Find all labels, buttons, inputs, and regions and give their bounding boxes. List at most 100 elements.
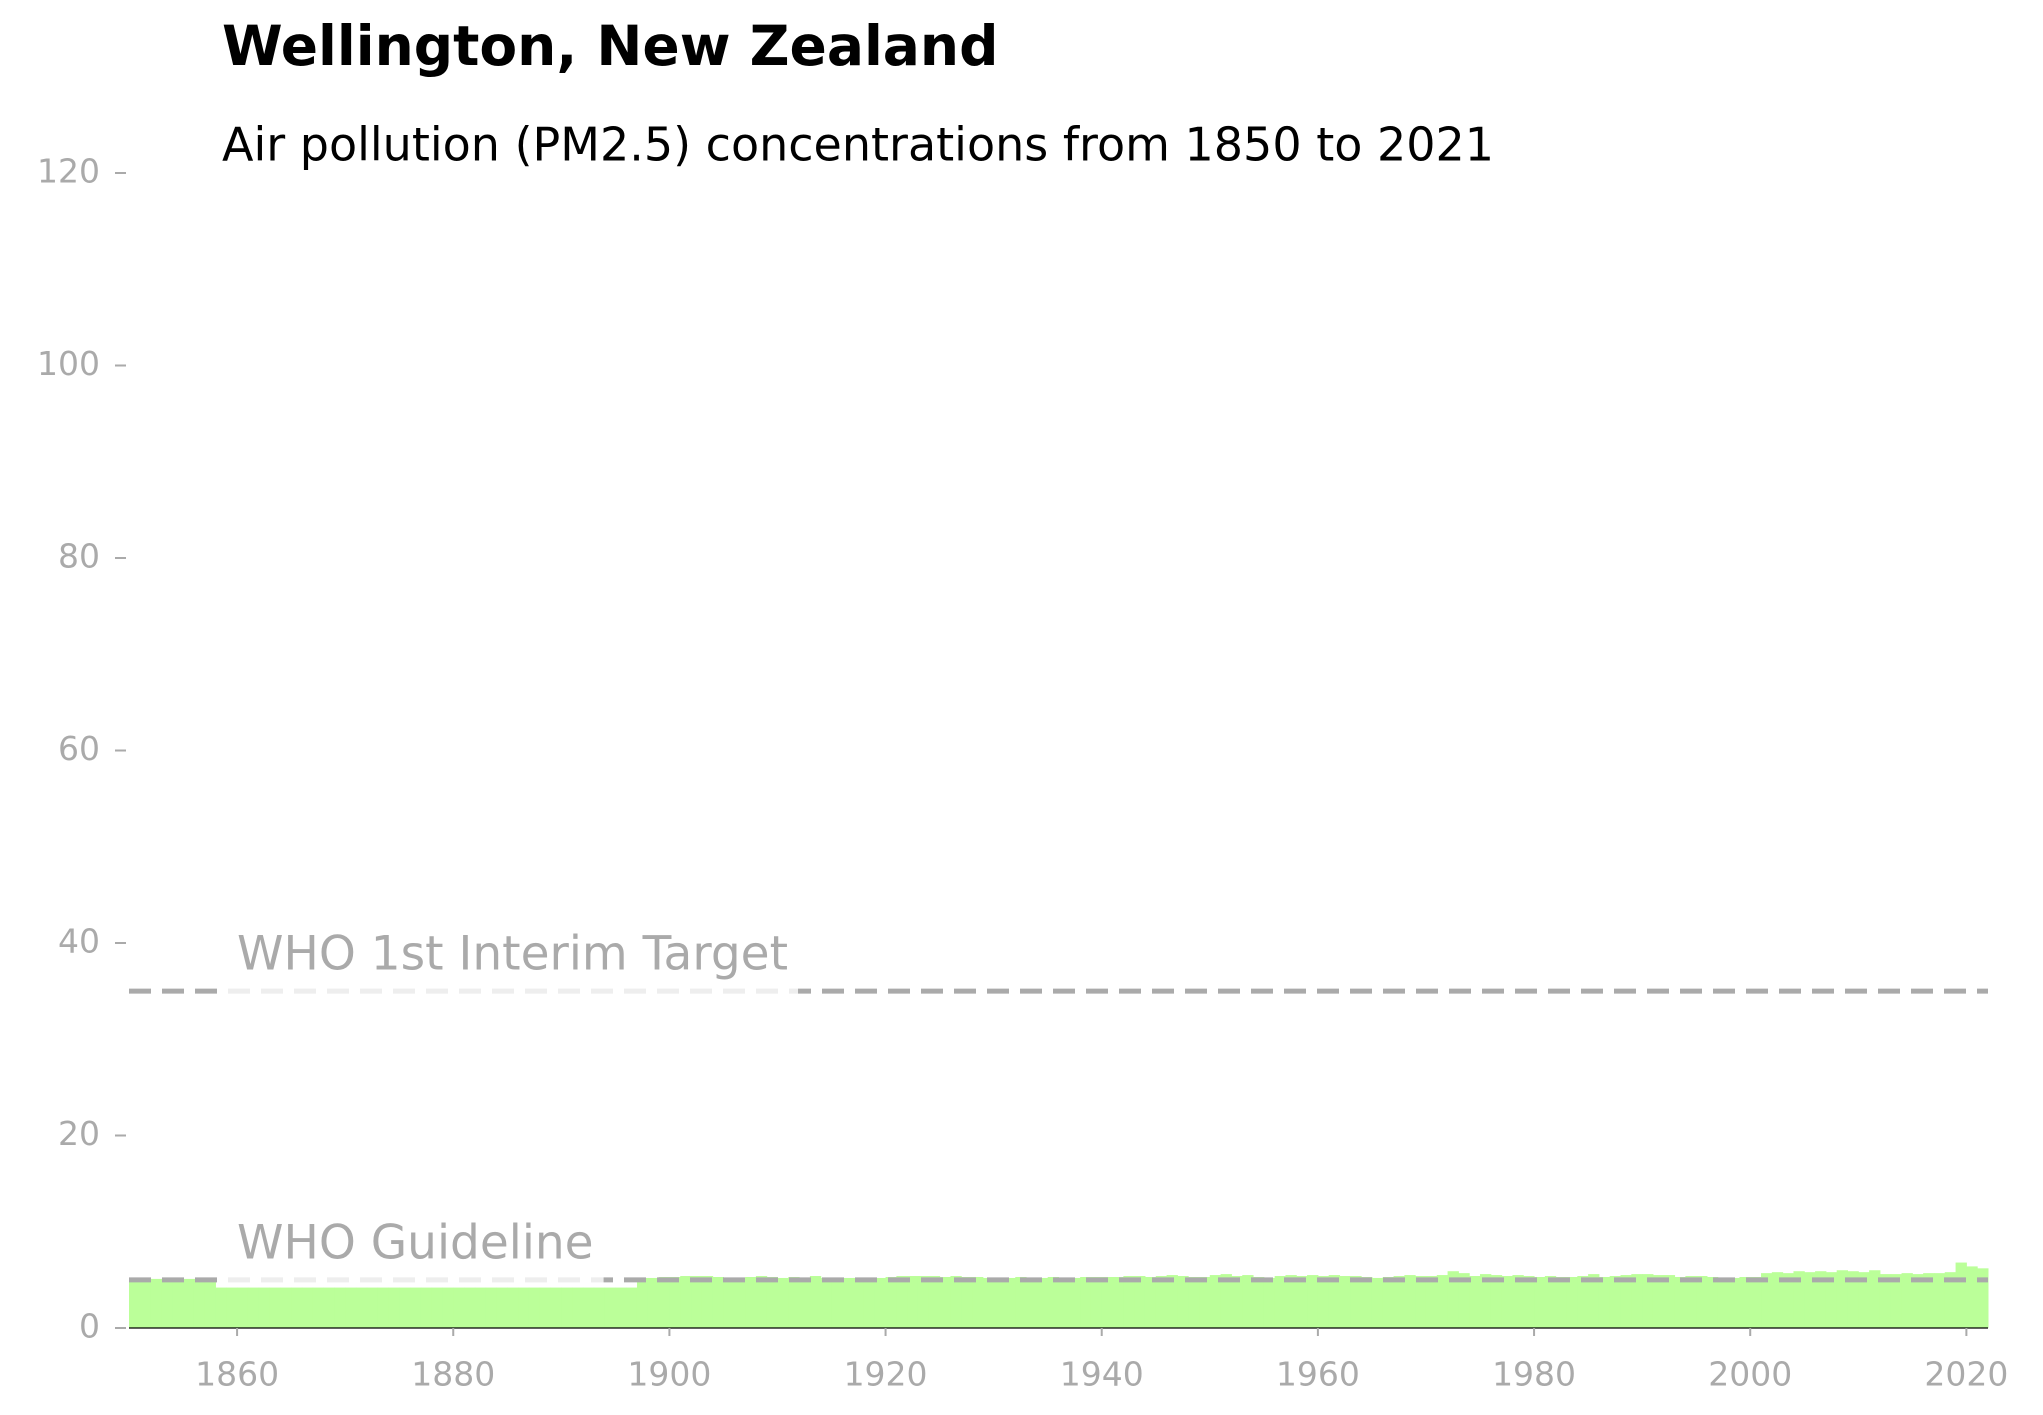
bar — [1771, 1272, 1784, 1328]
x-tick-label: 2020 — [1924, 1355, 2008, 1394]
bar — [550, 1287, 562, 1328]
bar — [1598, 1276, 1611, 1328]
bar — [355, 1287, 368, 1328]
bar — [1825, 1272, 1838, 1328]
bar — [1966, 1266, 1978, 1328]
bar — [1869, 1270, 1881, 1328]
bar — [323, 1287, 335, 1328]
bar — [377, 1287, 389, 1328]
bar — [561, 1287, 573, 1328]
bar — [863, 1278, 876, 1328]
bar — [1739, 1276, 1751, 1328]
bar — [799, 1277, 811, 1328]
bar — [1890, 1274, 1903, 1328]
bar — [1652, 1275, 1665, 1328]
bar — [528, 1287, 541, 1328]
bar — [1350, 1276, 1362, 1328]
y-tick-label: 20 — [58, 1114, 100, 1153]
bar — [1393, 1276, 1405, 1328]
bar — [1793, 1271, 1805, 1328]
bar — [1404, 1275, 1416, 1328]
bar — [507, 1287, 519, 1328]
bar — [1501, 1276, 1513, 1328]
bar — [647, 1277, 660, 1328]
bar — [842, 1277, 854, 1328]
bar — [1425, 1276, 1438, 1328]
bar — [1144, 1276, 1157, 1328]
bar — [1101, 1276, 1114, 1328]
bar — [1015, 1276, 1027, 1328]
bar — [1588, 1274, 1600, 1328]
bar — [1577, 1276, 1589, 1328]
bar — [1155, 1276, 1168, 1328]
y-tick-label: 40 — [58, 922, 100, 961]
bar — [766, 1276, 778, 1328]
bar — [420, 1287, 433, 1328]
bar — [1026, 1277, 1038, 1328]
bar — [593, 1287, 606, 1328]
bar — [993, 1277, 1005, 1328]
bar — [950, 1276, 962, 1328]
bar — [788, 1276, 800, 1328]
bar — [831, 1278, 843, 1328]
chart-title: Wellington, New Zealand — [222, 14, 998, 78]
bar — [1609, 1276, 1622, 1328]
bar — [204, 1278, 216, 1328]
bar — [1123, 1276, 1135, 1328]
bar — [1285, 1275, 1297, 1328]
bar — [1923, 1273, 1935, 1328]
reference-label: WHO Guideline — [237, 1215, 594, 1270]
bar — [312, 1287, 325, 1328]
bar — [539, 1287, 552, 1328]
bar — [1944, 1272, 1957, 1328]
bar — [1242, 1275, 1254, 1328]
bar — [1782, 1273, 1794, 1328]
bar — [1058, 1277, 1070, 1328]
bar — [1804, 1272, 1816, 1328]
bar — [1955, 1262, 1967, 1328]
bar — [1415, 1276, 1427, 1328]
bar — [1544, 1276, 1557, 1328]
bar — [388, 1287, 400, 1328]
bar — [183, 1278, 195, 1328]
bar — [745, 1276, 757, 1328]
bar — [1674, 1276, 1686, 1328]
bar — [1307, 1275, 1319, 1328]
bar — [1815, 1271, 1827, 1328]
bar — [917, 1276, 930, 1328]
bar — [1371, 1277, 1384, 1328]
bar — [1382, 1276, 1395, 1328]
bar — [1480, 1274, 1492, 1328]
bar — [1977, 1268, 1989, 1328]
bar — [1328, 1275, 1341, 1328]
bar — [1642, 1274, 1654, 1328]
bar — [723, 1277, 735, 1328]
bar — [1685, 1276, 1697, 1328]
bar — [734, 1277, 746, 1328]
reference-label: WHO 1st Interim Target — [237, 927, 788, 982]
x-tick-label: 1860 — [195, 1355, 279, 1394]
bar — [129, 1278, 141, 1328]
bar — [345, 1287, 357, 1328]
bar — [269, 1287, 281, 1328]
bar — [1361, 1276, 1373, 1328]
bar — [1847, 1271, 1859, 1328]
x-tick-label: 1880 — [411, 1355, 495, 1394]
bar — [701, 1276, 714, 1328]
bar — [1436, 1275, 1449, 1328]
bar — [1090, 1276, 1103, 1328]
bar — [215, 1287, 227, 1328]
bar — [366, 1287, 379, 1328]
bar — [928, 1276, 941, 1328]
bar — [442, 1287, 454, 1328]
bar — [820, 1277, 833, 1328]
bar — [518, 1287, 530, 1328]
bar — [907, 1276, 919, 1328]
bar — [680, 1276, 692, 1328]
chart-subtitle: Air pollution (PM2.5) concentrations fro… — [222, 118, 1494, 172]
bar — [874, 1277, 887, 1328]
bar — [1469, 1276, 1481, 1328]
bar — [1047, 1276, 1059, 1328]
bar — [1134, 1276, 1146, 1328]
